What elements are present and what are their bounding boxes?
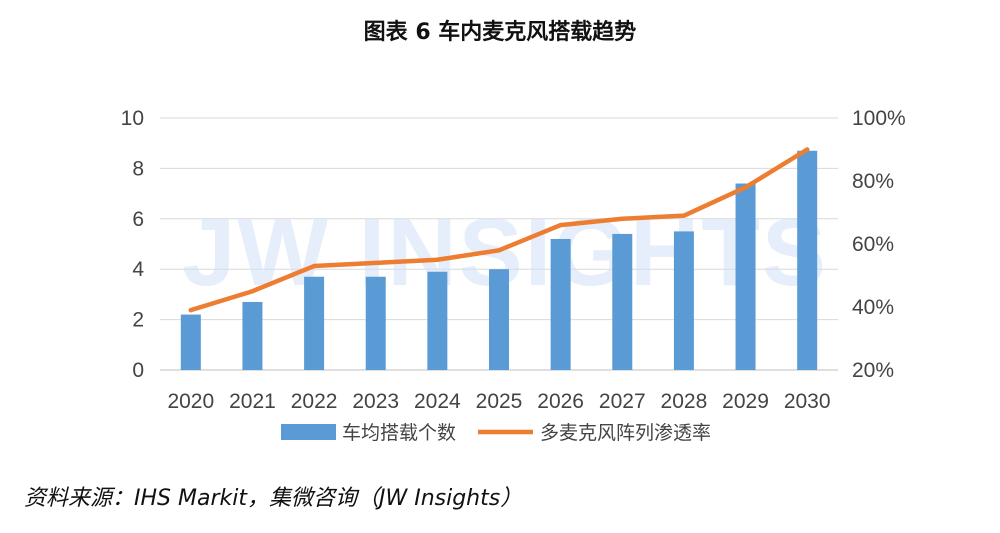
x-tick-label: 2029 — [722, 390, 769, 413]
line-point-2028 — [681, 213, 687, 218]
bar-2027 — [612, 233, 633, 370]
y-left-tick-label: 2 — [132, 309, 144, 332]
line-point-2026 — [558, 222, 563, 228]
x-axis: 2020 2021 2022 2023 2024 2025 2026 2027 2028 2029… — [167, 390, 830, 413]
y-right-tick-label: 100% — [852, 107, 906, 130]
y-right-tick-label: 80% — [852, 170, 894, 193]
line-point-2020 — [188, 307, 194, 313]
bar-2025 — [489, 269, 509, 370]
x-tick-label: 2028 — [661, 390, 708, 413]
bar-2022 — [304, 276, 325, 370]
line-point-2024 — [435, 257, 440, 262]
bar-2029 — [735, 183, 756, 370]
y-right-tick-label: 40% — [852, 296, 894, 319]
chart-title: 图表 6 车内麦克风搭载趋势 — [363, 20, 637, 45]
y-left-tick-label: 10 — [121, 107, 144, 130]
x-tick-label: 2024 — [414, 390, 461, 413]
legend-bar-swatch — [281, 424, 336, 440]
x-tick-label: 2021 — [229, 390, 276, 413]
x-tick-label: 2022 — [291, 390, 338, 413]
x-tick-label: 2026 — [537, 390, 584, 413]
bar-2026 — [550, 238, 571, 370]
bars — [180, 150, 818, 370]
bar-2024 — [427, 271, 448, 370]
bar-2030 — [797, 150, 818, 370]
y-left-tick-label: 8 — [132, 157, 144, 180]
bar-2020 — [180, 314, 201, 370]
bar-2021 — [242, 301, 263, 370]
y-axis-left: 0 2 4 6 8 10 — [121, 107, 145, 382]
x-tick-label: 2025 — [476, 390, 523, 413]
legend-line-label: 多麦克风阵列渗透率 — [540, 422, 711, 444]
y-left-tick-label: 4 — [132, 258, 144, 281]
line-point-2030 — [804, 147, 810, 152]
penetration-line — [188, 147, 810, 313]
line-point-2023 — [373, 260, 378, 266]
line-point-2021 — [250, 289, 255, 294]
legend-bar-label: 车均搭载个数 — [342, 422, 456, 444]
source-note: 资料来源：IHS Markit，集微咨询（JW Insights） — [24, 486, 523, 511]
bar-2023 — [365, 276, 386, 370]
line-point-2029 — [743, 185, 748, 190]
x-tick-label: 2023 — [352, 390, 399, 413]
y-right-tick-label: 20% — [852, 359, 894, 382]
legend: 车均搭载个数 多麦克风阵列渗透率 — [281, 422, 711, 444]
x-tick-label: 2020 — [167, 390, 214, 413]
y-left-tick-label: 6 — [132, 208, 144, 231]
line-point-2025 — [496, 248, 502, 253]
line-point-2022 — [311, 263, 317, 269]
y-axis-right: 20% 40% 60% 80% 100% — [852, 107, 906, 382]
bar-2028 — [673, 231, 694, 370]
y-left-tick-label: 0 — [132, 359, 144, 382]
line-point-2027 — [620, 216, 625, 221]
x-tick-label: 2030 — [784, 390, 831, 413]
y-right-tick-label: 60% — [852, 233, 894, 256]
x-tick-label: 2027 — [599, 390, 646, 413]
